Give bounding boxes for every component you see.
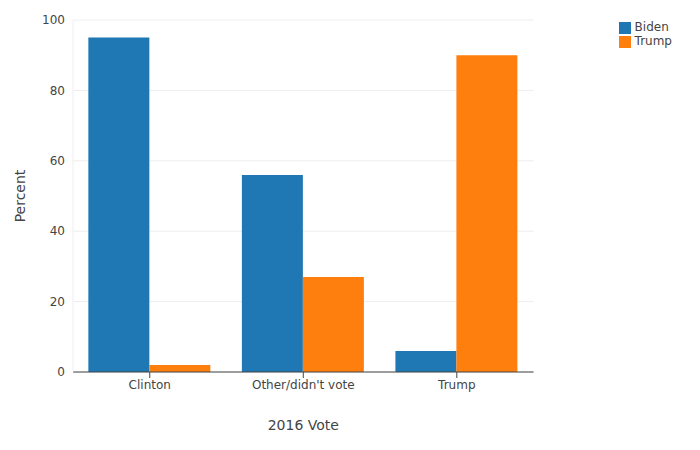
svg-text:Clinton: Clinton [129, 378, 171, 392]
html-text:Trump: Trump [634, 34, 672, 48]
svg-text:80: 80 [50, 84, 65, 98]
svg-text:100: 100 [42, 13, 65, 27]
svg-text:40: 40 [50, 224, 65, 238]
svg-text:20: 20 [50, 295, 65, 309]
svg-text:0: 0 [57, 365, 65, 379]
svg-text:Percent: Percent [12, 169, 28, 222]
html-text:Biden: Biden [634, 20, 669, 34]
svg-text:Other/didn't vote: Other/didn't vote [252, 378, 355, 392]
svg-text:Trump: Trump [437, 378, 475, 392]
svg-text:2016 Vote: 2016 Vote [268, 417, 339, 433]
svg-text:60: 60 [50, 154, 65, 168]
